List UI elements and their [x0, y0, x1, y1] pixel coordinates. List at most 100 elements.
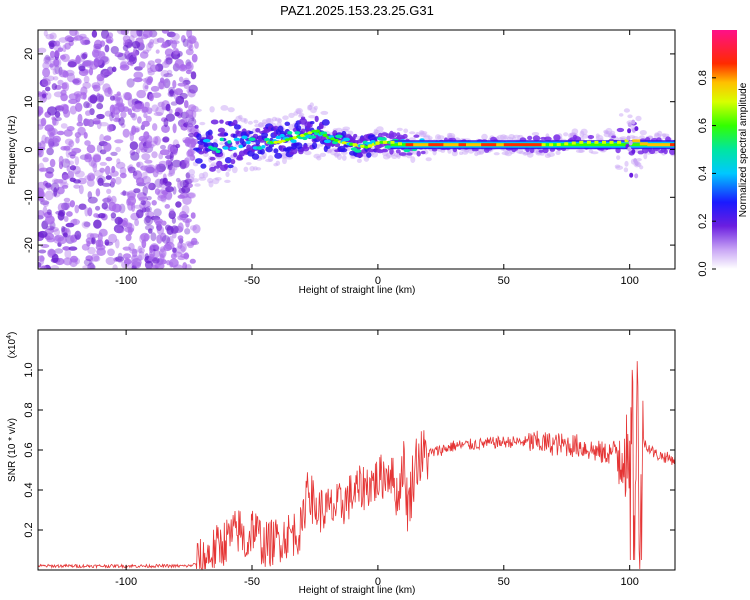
halo-blob — [231, 166, 238, 174]
halo-blob — [662, 133, 670, 137]
noise-blob — [122, 35, 131, 43]
noise-blob — [45, 92, 52, 100]
noise-blob — [148, 182, 156, 191]
noise-blob — [149, 39, 155, 45]
noise-blob — [116, 91, 121, 96]
noise-blob — [38, 249, 47, 254]
noise-blob — [69, 200, 75, 208]
noise-blob — [154, 188, 161, 195]
noise-blob — [109, 95, 116, 101]
ridge-body-blob — [273, 148, 279, 154]
ridge-core-blob — [215, 149, 221, 154]
ridge-core-blob — [219, 137, 224, 142]
ridge-body-blob — [259, 148, 265, 155]
ridge-body-blob — [395, 149, 401, 154]
noise-blob — [78, 33, 87, 39]
noise-blob — [171, 32, 180, 41]
noise-blob — [142, 49, 150, 54]
halo-blob — [578, 149, 585, 153]
halo-blob — [590, 151, 599, 155]
noise-blob — [119, 64, 130, 71]
noise-blob — [106, 124, 114, 133]
noise-blob — [168, 168, 175, 177]
halo-blob — [437, 135, 445, 140]
noise-blob — [73, 35, 84, 41]
tone-peak-mark — [609, 140, 614, 144]
noise-blob — [84, 206, 89, 217]
noise-blob — [184, 264, 192, 269]
halo-blob — [425, 157, 432, 162]
tone-peak-mark — [428, 143, 437, 147]
ridge-body-blob — [255, 128, 261, 133]
noise-blob — [91, 253, 100, 262]
noise-blob — [186, 39, 193, 50]
y-tick-label: 0.8 — [23, 402, 35, 417]
noise-blob — [136, 161, 141, 168]
tone-peak-mark — [541, 143, 546, 147]
ridge-body-blob — [413, 134, 420, 138]
noise-blob — [152, 168, 159, 178]
noise-blob — [172, 247, 177, 253]
noise-blob — [141, 106, 147, 114]
noise-blob — [85, 110, 91, 116]
noise-blob — [171, 40, 178, 49]
ridge-core-blob — [241, 135, 248, 140]
halo-blob — [376, 126, 384, 132]
ridge-core-blob — [287, 131, 293, 135]
ridge-core-blob — [277, 140, 283, 144]
noise-blob — [136, 89, 147, 99]
tone-peak-mark — [450, 143, 459, 147]
noise-blob — [115, 146, 121, 153]
ridge-body-blob — [381, 148, 389, 153]
halo-blob — [199, 121, 206, 126]
noise-blob — [63, 145, 71, 151]
noise-blob — [44, 54, 51, 63]
halo-blob — [511, 136, 517, 141]
noise-blob — [177, 194, 186, 199]
noise-blob — [182, 262, 188, 269]
noise-blob — [118, 117, 125, 126]
noise-blob — [63, 197, 71, 203]
halo-blob — [309, 102, 314, 108]
ridge-body-blob — [649, 149, 656, 155]
noise-blob — [165, 186, 175, 193]
noise-blob — [167, 143, 174, 153]
ridge-body-blob — [207, 134, 214, 140]
noise-blob — [98, 213, 106, 219]
noise-blob — [45, 215, 55, 225]
noise-blob — [92, 84, 101, 92]
halo-blob — [267, 155, 274, 162]
noise-blob — [54, 40, 61, 47]
ridge-body-blob — [284, 121, 291, 127]
noise-blob — [144, 164, 154, 174]
ridge-core-blob — [229, 146, 237, 151]
noise-blob — [95, 244, 106, 251]
noise-blob — [122, 44, 129, 52]
noise-blob — [167, 172, 173, 177]
noise-blob — [46, 147, 54, 156]
noise-blob — [58, 155, 64, 166]
ridge-core-blob — [238, 144, 243, 149]
ridge-body-blob — [209, 166, 216, 172]
noise-blob — [103, 142, 112, 152]
tone-peak-mark — [594, 140, 599, 144]
noise-blob — [51, 83, 58, 91]
ridge-core-blob — [322, 133, 328, 137]
halo-blob — [582, 134, 589, 139]
noise-blob — [172, 80, 177, 89]
noise-blob — [163, 78, 171, 89]
noise-blob — [70, 255, 78, 263]
spectrogram-content — [38, 30, 675, 269]
halo-blob — [288, 112, 295, 118]
noise-blob — [165, 159, 172, 165]
halo-blob — [342, 126, 351, 131]
noise-blob — [147, 60, 155, 66]
noise-blob — [93, 219, 102, 229]
ridge-body-blob — [224, 157, 232, 164]
halo-blob — [531, 132, 540, 136]
tone-peak-mark — [413, 143, 422, 147]
tone-peak-mark — [496, 143, 505, 147]
halo-blob — [304, 150, 312, 156]
noise-blob — [140, 200, 146, 206]
